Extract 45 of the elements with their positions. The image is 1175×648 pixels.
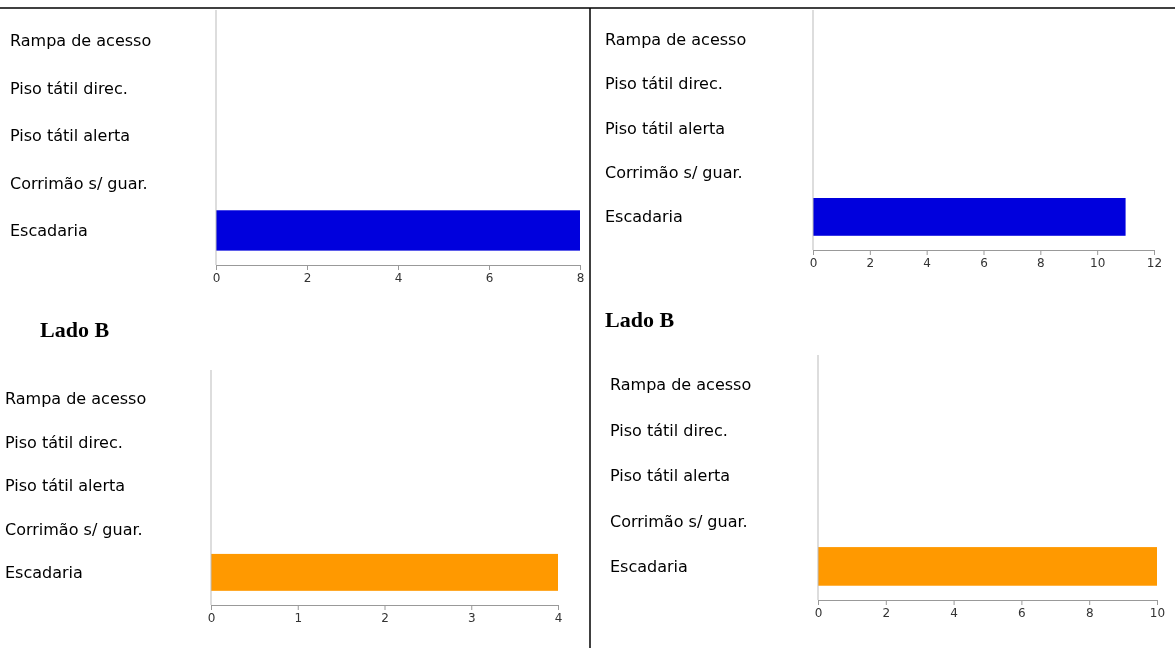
y-tick-label: Piso tátil direc. (610, 420, 728, 440)
y-tick-label: Escadaria (10, 221, 88, 241)
y-tick-label: Rampa de acesso (5, 389, 147, 409)
x-tick-label: 0 (809, 255, 818, 270)
x-tick-label: 0 (814, 605, 823, 620)
y-tick-label: Rampa de acesso (605, 29, 747, 49)
y-tick-label: Piso tátil alerta (10, 126, 131, 146)
x-tick-label: 6 (1018, 605, 1026, 620)
y-tick-label: Corrimão s/ guar. (605, 163, 743, 183)
x-tick-label: 0 (207, 610, 216, 625)
x-tick-label: 8 (1037, 255, 1045, 270)
chart-title: Lado B (40, 317, 110, 342)
x-tick-label: 2 (381, 610, 389, 625)
x-tick-label: 6 (980, 255, 988, 270)
y-tick-label: Corrimão s/ guar. (5, 519, 143, 539)
x-tick-label: 3 (467, 610, 476, 625)
x-tick-label: 6 (485, 270, 494, 285)
y-tick-label: Piso tátil alerta (5, 476, 126, 496)
y-tick-label: Piso tátil direc. (10, 78, 128, 98)
x-tick-label: 4 (394, 270, 403, 285)
x-tick-label: 2 (303, 270, 312, 285)
y-tick-label: Corrimão s/ guar. (10, 173, 148, 193)
y-tick-label: Rampa de acesso (610, 375, 752, 395)
y-tick-label: Escadaria (605, 207, 683, 227)
y-tick-label: Rampa de acesso (10, 31, 152, 51)
x-tick-label: 8 (1085, 605, 1094, 620)
x-tick-label: 2 (882, 605, 891, 620)
x-tick-label: 4 (950, 605, 958, 620)
y-tick-label: Corrimão s/ guar. (610, 511, 748, 531)
x-tick-label: 10 (1149, 605, 1166, 620)
x-tick-label: 10 (1090, 255, 1106, 270)
x-tick-label: 4 (554, 610, 563, 625)
x-tick-label: 8 (576, 270, 585, 285)
x-tick-label: 1 (294, 610, 303, 625)
y-tick-label: Escadaria (5, 562, 83, 582)
x-tick-label: 2 (866, 255, 875, 270)
y-tick-label: Piso tátil alerta (605, 118, 726, 138)
x-tick-label: 0 (212, 270, 221, 285)
text: Lado B (605, 307, 675, 332)
x-tick-label: 4 (923, 255, 931, 270)
y-tick-label: Escadaria (610, 557, 688, 577)
x-tick-label: 12 (1146, 255, 1163, 270)
y-tick-label: Piso tátil alerta (610, 466, 731, 486)
y-tick-label: Piso tátil direc. (605, 74, 723, 94)
y-tick-label: Piso tátil direc. (5, 432, 123, 452)
